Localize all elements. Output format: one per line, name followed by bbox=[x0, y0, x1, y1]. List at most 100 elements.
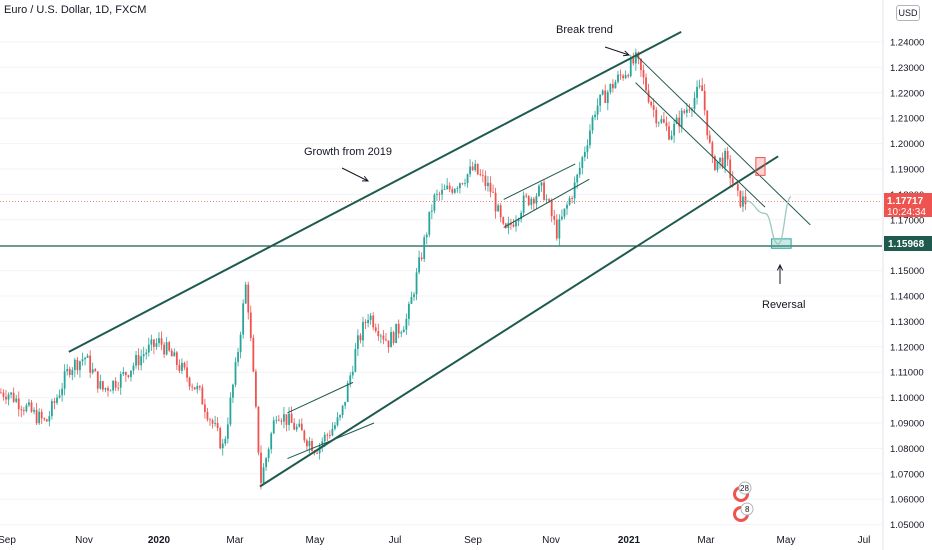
candle[interactable] bbox=[405, 313, 408, 335]
candle[interactable] bbox=[201, 384, 204, 405]
trendline-autumn-flag-high[interactable] bbox=[503, 163, 576, 200]
candle[interactable] bbox=[265, 456, 267, 471]
candle[interactable] bbox=[229, 392, 232, 427]
candle[interactable] bbox=[71, 367, 74, 381]
candle[interactable] bbox=[183, 361, 186, 371]
candle[interactable] bbox=[708, 130, 711, 144]
candle[interactable] bbox=[410, 291, 413, 304]
candle[interactable] bbox=[619, 69, 622, 80]
candle[interactable] bbox=[127, 374, 130, 379]
candle[interactable] bbox=[652, 98, 655, 118]
candle[interactable] bbox=[81, 352, 84, 366]
candle[interactable] bbox=[469, 159, 471, 178]
candle[interactable] bbox=[581, 155, 584, 175]
candle[interactable] bbox=[168, 340, 171, 353]
candle[interactable] bbox=[63, 364, 66, 396]
candle[interactable] bbox=[10, 392, 12, 399]
candle[interactable] bbox=[385, 333, 387, 342]
candle[interactable] bbox=[349, 371, 352, 388]
candle[interactable] bbox=[79, 360, 81, 378]
currency-button[interactable]: USD bbox=[896, 5, 920, 21]
candle[interactable] bbox=[119, 371, 122, 395]
candle[interactable] bbox=[275, 415, 278, 424]
candle[interactable] bbox=[96, 371, 99, 393]
candle[interactable] bbox=[606, 89, 609, 111]
candle[interactable] bbox=[40, 408, 43, 425]
candle[interactable] bbox=[53, 397, 56, 410]
candle[interactable] bbox=[170, 348, 173, 357]
candle[interactable] bbox=[627, 73, 630, 79]
candle[interactable] bbox=[540, 181, 543, 193]
candle[interactable] bbox=[594, 110, 596, 121]
candle[interactable] bbox=[198, 385, 201, 391]
candle[interactable] bbox=[614, 79, 617, 89]
candle[interactable] bbox=[510, 218, 512, 230]
candle[interactable] bbox=[522, 191, 525, 217]
candle[interactable] bbox=[532, 196, 535, 211]
candle[interactable] bbox=[479, 169, 482, 177]
candle[interactable] bbox=[99, 374, 102, 390]
candle[interactable] bbox=[729, 154, 732, 186]
candle[interactable] bbox=[142, 346, 145, 363]
candle[interactable] bbox=[86, 353, 89, 358]
price-axis[interactable]: 1.24000 1.23000 1.22000 1.21000 1.20000 1.190… bbox=[882, 0, 924, 550]
candle[interactable] bbox=[267, 447, 270, 463]
candle[interactable] bbox=[173, 348, 176, 357]
candle[interactable] bbox=[196, 382, 199, 394]
candle[interactable] bbox=[397, 319, 400, 339]
candle[interactable] bbox=[387, 340, 390, 353]
candle[interactable] bbox=[545, 194, 548, 204]
candle[interactable] bbox=[372, 312, 375, 331]
candle[interactable] bbox=[165, 337, 168, 356]
candle[interactable] bbox=[252, 334, 255, 373]
candle[interactable] bbox=[634, 48, 637, 71]
candle[interactable] bbox=[104, 387, 107, 393]
candle[interactable] bbox=[277, 414, 280, 422]
candle[interactable] bbox=[400, 330, 403, 338]
candle[interactable] bbox=[650, 100, 653, 108]
candle[interactable] bbox=[494, 187, 497, 219]
candle[interactable] bbox=[698, 79, 701, 89]
candle[interactable] bbox=[632, 52, 635, 66]
candle[interactable] bbox=[306, 438, 308, 450]
candle[interactable] bbox=[657, 121, 660, 127]
candle[interactable] bbox=[512, 219, 515, 228]
candle[interactable] bbox=[249, 305, 252, 342]
candle[interactable] bbox=[433, 193, 436, 214]
candle[interactable] bbox=[130, 370, 132, 382]
candle[interactable] bbox=[244, 281, 247, 305]
candle[interactable] bbox=[688, 103, 691, 114]
candle[interactable] bbox=[538, 184, 540, 198]
candle[interactable] bbox=[326, 432, 329, 441]
candle[interactable] bbox=[247, 281, 250, 320]
candle[interactable] bbox=[84, 356, 86, 366]
candle[interactable] bbox=[395, 323, 398, 344]
trendline-minor-channel-high[interactable] bbox=[287, 381, 354, 414]
candle[interactable] bbox=[464, 178, 466, 187]
candle[interactable] bbox=[45, 418, 48, 422]
candle[interactable] bbox=[114, 377, 117, 391]
candle[interactable] bbox=[423, 234, 426, 262]
candle[interactable] bbox=[550, 198, 553, 223]
candle[interactable] bbox=[612, 79, 614, 93]
candle[interactable] bbox=[484, 170, 487, 191]
candle[interactable] bbox=[739, 190, 742, 208]
candle[interactable] bbox=[354, 343, 357, 373]
candle[interactable] bbox=[153, 338, 155, 355]
candle[interactable] bbox=[744, 189, 747, 210]
candle[interactable] bbox=[35, 402, 38, 426]
candle[interactable] bbox=[489, 176, 492, 198]
projection-path[interactable] bbox=[745, 196, 792, 245]
candle[interactable] bbox=[589, 124, 591, 149]
candle[interactable] bbox=[527, 195, 530, 207]
candle[interactable] bbox=[285, 414, 288, 432]
candle[interactable] bbox=[66, 364, 69, 376]
candle[interactable] bbox=[193, 387, 196, 390]
candle[interactable] bbox=[232, 383, 234, 404]
candle[interactable] bbox=[555, 214, 558, 241]
candle[interactable] bbox=[58, 389, 61, 399]
candle[interactable] bbox=[204, 398, 206, 419]
candle[interactable] bbox=[573, 176, 576, 205]
candle[interactable] bbox=[520, 210, 522, 223]
